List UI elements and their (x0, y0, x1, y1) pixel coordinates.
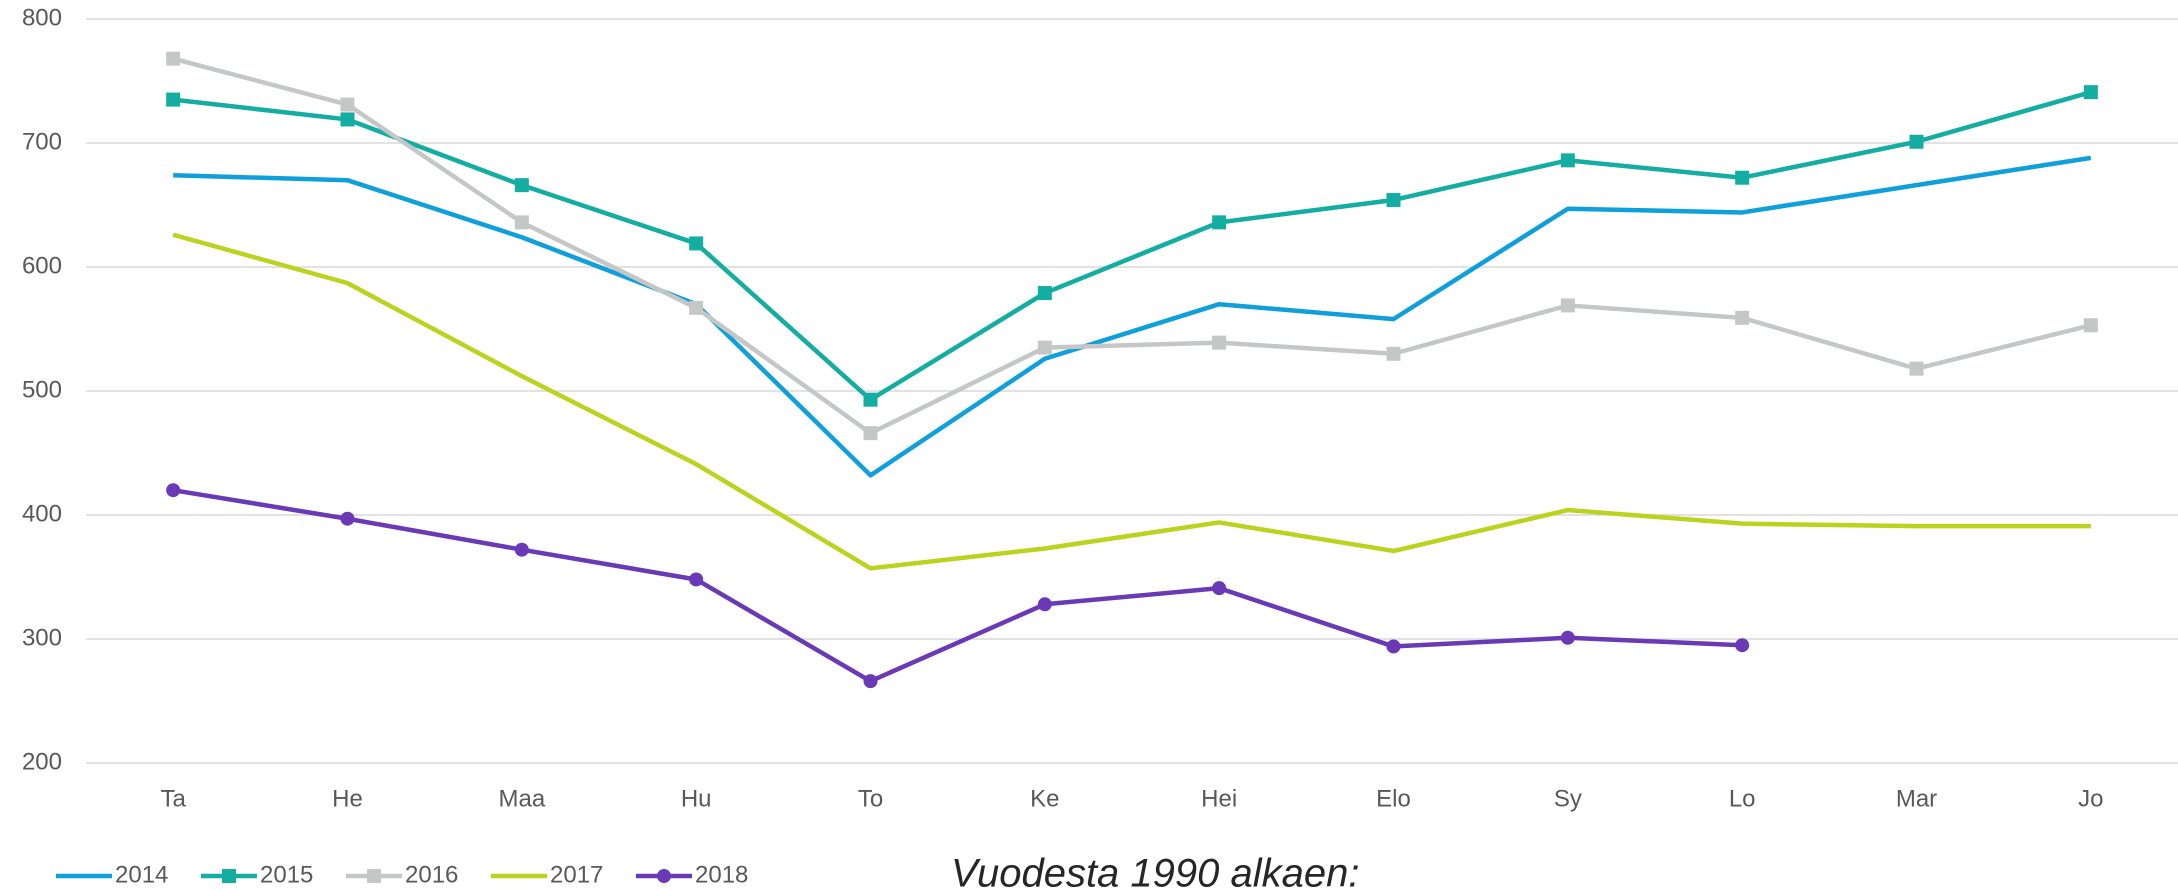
marker (1386, 193, 1401, 208)
legend-marker (367, 869, 381, 883)
legend-item: 2017 (491, 861, 603, 888)
x-tick-label: He (332, 785, 363, 812)
x-tick-label: Sy (1554, 785, 1582, 812)
x-tick-label: Jo (2078, 785, 2103, 812)
x-tick-label: Ta (160, 785, 186, 812)
marker (1212, 335, 1227, 350)
annotation: Vuodesta 1990 alkaen: (951, 852, 1360, 890)
marker (1037, 340, 1052, 355)
x-tick-label: Mar (1896, 785, 1937, 812)
series-line (172, 89, 2092, 402)
marker (689, 300, 704, 315)
legend-label: 2018 (695, 861, 748, 888)
marker (863, 674, 878, 689)
x-tick-label: Hu (681, 785, 712, 812)
marker (514, 542, 529, 557)
x-tick-label: Elo (1376, 785, 1411, 812)
x-tick-label: Ke (1030, 785, 1059, 812)
marker (514, 215, 529, 230)
marker (1909, 134, 1924, 149)
series-line (172, 487, 1743, 684)
y-tick-label: 600 (22, 252, 62, 279)
legend-item: 2014 (56, 861, 168, 888)
marker (1212, 215, 1227, 230)
marker (1735, 310, 1750, 325)
legend-label: 2016 (405, 861, 458, 888)
marker (514, 178, 529, 193)
marker (863, 392, 878, 407)
marker (1037, 286, 1052, 301)
marker (1212, 581, 1227, 596)
series-line (173, 155, 2092, 478)
legend-marker (657, 869, 671, 883)
legend-item: 2018 (636, 861, 748, 888)
marker (166, 483, 181, 498)
x-tick-label: Maa (498, 785, 545, 812)
marker (166, 92, 181, 107)
legend-label: 2015 (260, 861, 313, 888)
marker (340, 511, 355, 526)
marker (689, 572, 704, 587)
x-tick-label: Hei (1201, 785, 1237, 812)
marker (1909, 361, 1924, 376)
legend-marker (222, 869, 236, 883)
series-line (172, 56, 2092, 436)
marker (166, 51, 181, 66)
x-tick-label: Lo (1729, 785, 1756, 812)
y-tick-label: 500 (22, 376, 62, 403)
marker (340, 112, 355, 127)
marker (1560, 153, 1575, 168)
marker (1735, 170, 1750, 185)
marker (1037, 597, 1052, 612)
series-line (172, 232, 2091, 571)
marker (689, 236, 704, 251)
marker (1386, 639, 1401, 654)
y-tick-label: 400 (22, 500, 62, 527)
marker (1560, 298, 1575, 313)
legend-item: 2016 (346, 861, 458, 888)
marker (1735, 638, 1750, 653)
legend-label: 2014 (115, 861, 168, 888)
y-tick-label: 800 (22, 4, 62, 31)
y-tick-label: 200 (22, 748, 62, 775)
marker (1386, 346, 1401, 361)
y-tick-label: 300 (22, 624, 62, 651)
x-tick-label: To (858, 785, 883, 812)
marker (2083, 85, 2098, 100)
y-tick-label: 700 (22, 128, 62, 155)
marker (340, 97, 355, 112)
marker (1560, 630, 1575, 645)
marker (863, 426, 878, 441)
marker (2083, 318, 2098, 333)
legend-item: 2015 (201, 861, 313, 888)
legend-label: 2017 (550, 861, 603, 888)
